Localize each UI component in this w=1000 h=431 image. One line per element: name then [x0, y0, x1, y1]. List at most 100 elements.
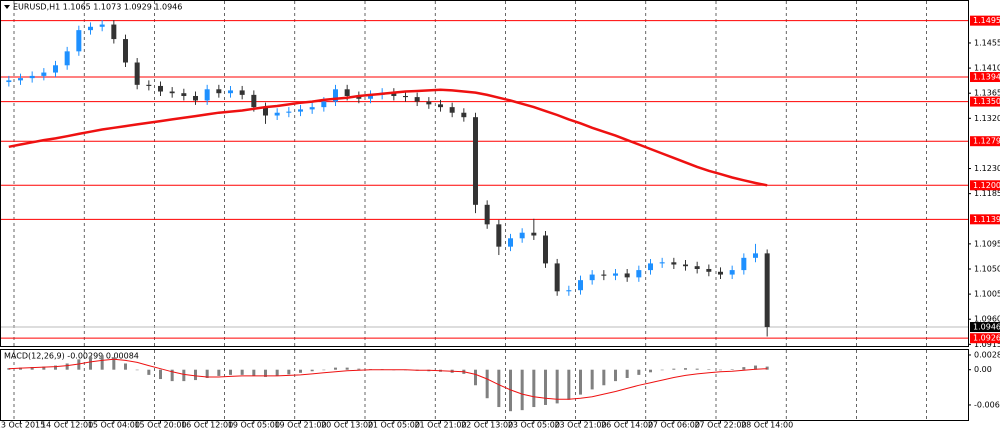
candle-body [403, 95, 408, 98]
macd-bar [474, 369, 477, 386]
candle-body [648, 263, 653, 271]
candle-body [286, 111, 292, 113]
y-tick-label: 0.00 [974, 365, 992, 374]
x-tick-label: 21 Oct 21:00 [414, 421, 466, 430]
y-tick-label: 1.0915 [974, 340, 1000, 349]
macd-bar [275, 369, 279, 376]
candle-body [64, 51, 70, 66]
x-tick-label: 19 Oct 21:00 [274, 421, 326, 430]
candle-body [41, 72, 47, 76]
level-label: 1.1495 [973, 16, 1000, 25]
menu-arrow[interactable] [4, 5, 10, 9]
candle-body [683, 264, 688, 267]
macd-bar [509, 369, 512, 412]
macd-bar [532, 369, 536, 408]
macd-bar [660, 369, 664, 371]
macd-bar [287, 369, 291, 375]
macd-bar [19, 367, 22, 370]
candle-body [391, 92, 397, 96]
candle-body [88, 26, 93, 31]
macd-bar [719, 369, 722, 371]
candle-body [706, 268, 712, 272]
x-tick-label: 19 Oct 05:00 [228, 421, 280, 430]
candle-body [321, 101, 327, 108]
macd-bar [100, 355, 104, 370]
candle-body [543, 235, 548, 264]
macd-bar [159, 369, 162, 380]
level-box [970, 333, 1000, 344]
y-tick-label: 1.1365 [974, 89, 1000, 98]
y-tick-label: 1.1095 [974, 239, 1000, 248]
macd-bar [322, 369, 326, 371]
candle-body [694, 266, 700, 269]
macd-bar [485, 369, 489, 399]
macd-bar [579, 369, 582, 395]
candle-body [134, 62, 140, 85]
macd-bar [147, 369, 151, 375]
macd-bar [345, 367, 349, 370]
candle-body [99, 24, 105, 27]
macd-bar [229, 369, 232, 375]
y-tick-label: 1.1410 [974, 64, 1000, 73]
macd-bar [135, 369, 139, 371]
macd-bar [124, 363, 127, 370]
macd-bar [310, 369, 314, 372]
candle-body [753, 253, 758, 258]
macd-bar [614, 369, 617, 382]
macd-bar [205, 369, 209, 378]
candle-body [111, 24, 117, 40]
level-box [970, 15, 1000, 26]
signal-line [8, 358, 768, 400]
candle-body [263, 107, 268, 116]
level-box [970, 72, 1000, 83]
macd-bar [252, 369, 256, 376]
candle-body [76, 30, 82, 52]
candle-body [438, 104, 443, 108]
level-label: 1.1394 [973, 73, 1000, 82]
macd-bar [217, 369, 221, 376]
macd-bar [544, 369, 547, 405]
candle-body [671, 262, 677, 265]
level-label: 1.0926 [973, 334, 1000, 343]
candle-body [53, 65, 58, 73]
x-tick-label: 21 Oct 05:00 [368, 421, 420, 430]
macd-bar [497, 369, 501, 408]
y-tick-label: 1.1005 [974, 290, 1000, 299]
candle-body [741, 257, 747, 271]
macd-bar [357, 368, 361, 370]
x-tick-label: 28 Oct 14:00 [741, 421, 793, 430]
level-box [970, 180, 1000, 191]
macd-bar [567, 369, 571, 400]
candle-body [624, 273, 630, 278]
candle-body [344, 89, 350, 96]
macd-bar [707, 369, 711, 370]
candle-body [531, 232, 537, 236]
candle-body [228, 90, 233, 94]
candle-body [158, 85, 163, 92]
x-tick-label: 15 Oct 04:00 [88, 421, 140, 430]
candle-body [251, 94, 257, 108]
level-box [970, 96, 1000, 107]
candle-body [29, 75, 35, 79]
y-tick-label: 1.1455 [974, 38, 1000, 47]
y-tick-label: 1.1185 [974, 189, 1000, 198]
candle-body [659, 262, 665, 264]
macd-bar [590, 369, 594, 390]
candle-body [578, 280, 583, 291]
candle-body [729, 270, 735, 275]
candle-body [18, 78, 23, 81]
candle-body [309, 107, 315, 110]
macd-bar [625, 369, 629, 378]
candle-body [496, 224, 502, 247]
x-tick-label: 13 Oct 2015 [0, 421, 45, 430]
level-label: 1.1350 [973, 97, 1000, 106]
macd-bar [672, 368, 676, 370]
candle-body [181, 93, 187, 96]
macd-bar [77, 359, 81, 370]
macd-bar [754, 365, 757, 370]
candle-body [123, 39, 128, 63]
macd-bar [684, 368, 687, 370]
macd-title: MACD(12,26,9) -0.00299 0.00084 [4, 352, 139, 361]
macd-bar [765, 366, 769, 370]
